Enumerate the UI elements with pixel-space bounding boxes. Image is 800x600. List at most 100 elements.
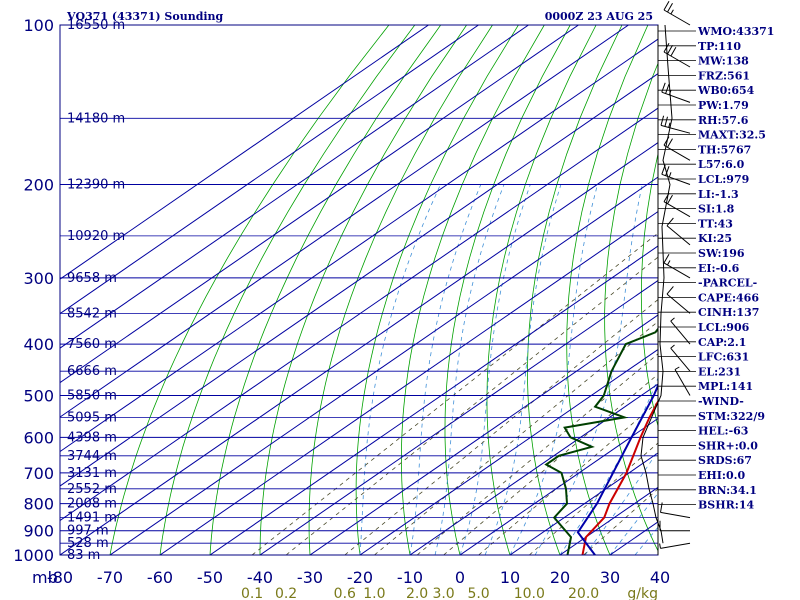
index-label: SI:1.8 xyxy=(698,203,735,216)
wind-barb-flag xyxy=(663,43,670,53)
wind-barb xyxy=(661,82,691,103)
index-label: LCL:979 xyxy=(698,173,749,186)
height-label: 2552 m xyxy=(67,482,117,497)
background-lines xyxy=(60,25,800,555)
wind-barb-staff xyxy=(666,225,691,246)
mixing-ratio-label: 2.0 xyxy=(406,586,428,600)
mixing-ratio-label: 1.0 xyxy=(363,586,385,600)
wind-barb-flag xyxy=(663,1,670,11)
index-label: BRN:34.1 xyxy=(698,484,757,497)
wind-barb xyxy=(660,115,691,134)
height-label: 14180 m xyxy=(67,111,125,126)
temperature-tick-label: -10 xyxy=(397,568,423,587)
index-label: EL:231 xyxy=(698,365,741,378)
dry-adiabat xyxy=(109,25,390,555)
hodograph-trace xyxy=(640,24,673,544)
mixing-ratio-label: 10.0 xyxy=(514,586,545,600)
index-label: FRZ:561 xyxy=(698,69,750,82)
mixing-ratio-label: 0.6 xyxy=(334,586,356,600)
temperature-tick-label: 30 xyxy=(600,568,620,587)
pressure-unit-label: mb xyxy=(32,568,58,587)
index-label: L57:6.0 xyxy=(698,158,745,171)
wind-barb xyxy=(663,1,691,26)
dry-adiabat xyxy=(401,25,545,555)
index-label: SW:196 xyxy=(698,247,745,260)
wind-barb-flag xyxy=(666,217,674,227)
wind-barb-staff xyxy=(670,320,691,345)
dry-adiabat xyxy=(566,25,649,555)
wind-barb xyxy=(663,136,691,161)
pressure-tick-label: 800 xyxy=(23,495,54,514)
index-label: LFC:631 xyxy=(698,351,749,364)
wind-barb-flag xyxy=(670,47,677,57)
temperature-tick-label: -50 xyxy=(197,568,223,587)
dry-adiabat xyxy=(778,25,800,555)
dry-adiabat xyxy=(486,25,597,555)
height-label: 4398 m xyxy=(67,430,117,445)
wind-barb xyxy=(663,43,691,68)
dry-adiabat xyxy=(159,25,416,555)
index-label: RH:57.6 xyxy=(698,114,749,127)
wind-barb-flag xyxy=(664,116,668,127)
index-label: CAP:2.1 xyxy=(698,336,746,349)
isotherm-line xyxy=(60,25,579,384)
temperature-tick-label: -20 xyxy=(347,568,373,587)
pressure-tick-label: 600 xyxy=(23,428,54,447)
wind-barb-half-flag xyxy=(670,9,674,15)
height-label: 16550 m xyxy=(67,18,125,33)
isotherm-line xyxy=(509,452,658,555)
wind-barb-half-flag xyxy=(659,543,661,549)
mixing-ratio-line xyxy=(416,353,658,555)
mixing-ratio-label: 0.2 xyxy=(275,586,297,600)
index-label: WMO:43371 xyxy=(697,25,774,38)
isotherm-line xyxy=(109,176,658,555)
wind-barb xyxy=(674,366,691,396)
pressure-tick-label: 200 xyxy=(23,176,54,195)
wind-barb-staff xyxy=(660,511,691,519)
wind-barb-staff xyxy=(663,262,691,279)
index-label: HEL:-63 xyxy=(698,425,748,438)
index-label: WB0:654 xyxy=(697,84,755,97)
index-label: EI:-0.6 xyxy=(698,262,740,275)
pressure-tick-label: 400 xyxy=(23,335,54,354)
dry-adiabat xyxy=(308,25,493,555)
index-label: EHI:0.0 xyxy=(698,469,745,482)
mixing-ratio-label: 5.0 xyxy=(467,586,489,600)
sounding-traces xyxy=(544,327,658,555)
index-label: TH:5767 xyxy=(698,143,751,156)
mixing-ratio-label: 20.0 xyxy=(568,586,599,600)
trace-parcel xyxy=(576,383,658,555)
hodograph xyxy=(640,24,673,555)
index-label: MPL:141 xyxy=(698,380,753,393)
wind-barb-half-flag xyxy=(668,172,672,178)
height-label: 6666 m xyxy=(67,364,117,379)
wind-barb-flag xyxy=(665,84,670,94)
isotherm-line xyxy=(60,38,658,453)
moist-adiabat xyxy=(509,184,598,555)
mixing-ratio-label: 3.0 xyxy=(432,586,454,600)
wind-barb-half-flag xyxy=(670,344,675,349)
moist-adiabat xyxy=(359,184,441,555)
isotherm-line xyxy=(60,25,479,315)
temperature-tick-label: 20 xyxy=(550,568,570,587)
height-label: 8542 m xyxy=(67,306,117,321)
isotherm-line xyxy=(309,314,658,555)
wind-barb-half-flag xyxy=(667,260,671,266)
wind-barb-staff xyxy=(660,542,691,549)
temperature-tick-label: -40 xyxy=(247,568,273,587)
wind-barb-half-flag xyxy=(668,90,672,96)
temperature-tick-label: -80 xyxy=(47,568,73,587)
height-label: 10920 m xyxy=(67,229,125,244)
height-label: 3131 m xyxy=(67,466,117,481)
height-label: 5850 m xyxy=(67,389,117,404)
index-label: STM:322/9 xyxy=(698,410,765,423)
plot-frame xyxy=(59,24,659,556)
isotherm-line xyxy=(359,348,658,555)
mixing-ratio-label: 0.1 xyxy=(241,586,263,600)
index-label: -WIND- xyxy=(698,395,744,408)
wind-barb-flag xyxy=(661,164,666,175)
pressure-tick-label: 700 xyxy=(23,464,54,483)
